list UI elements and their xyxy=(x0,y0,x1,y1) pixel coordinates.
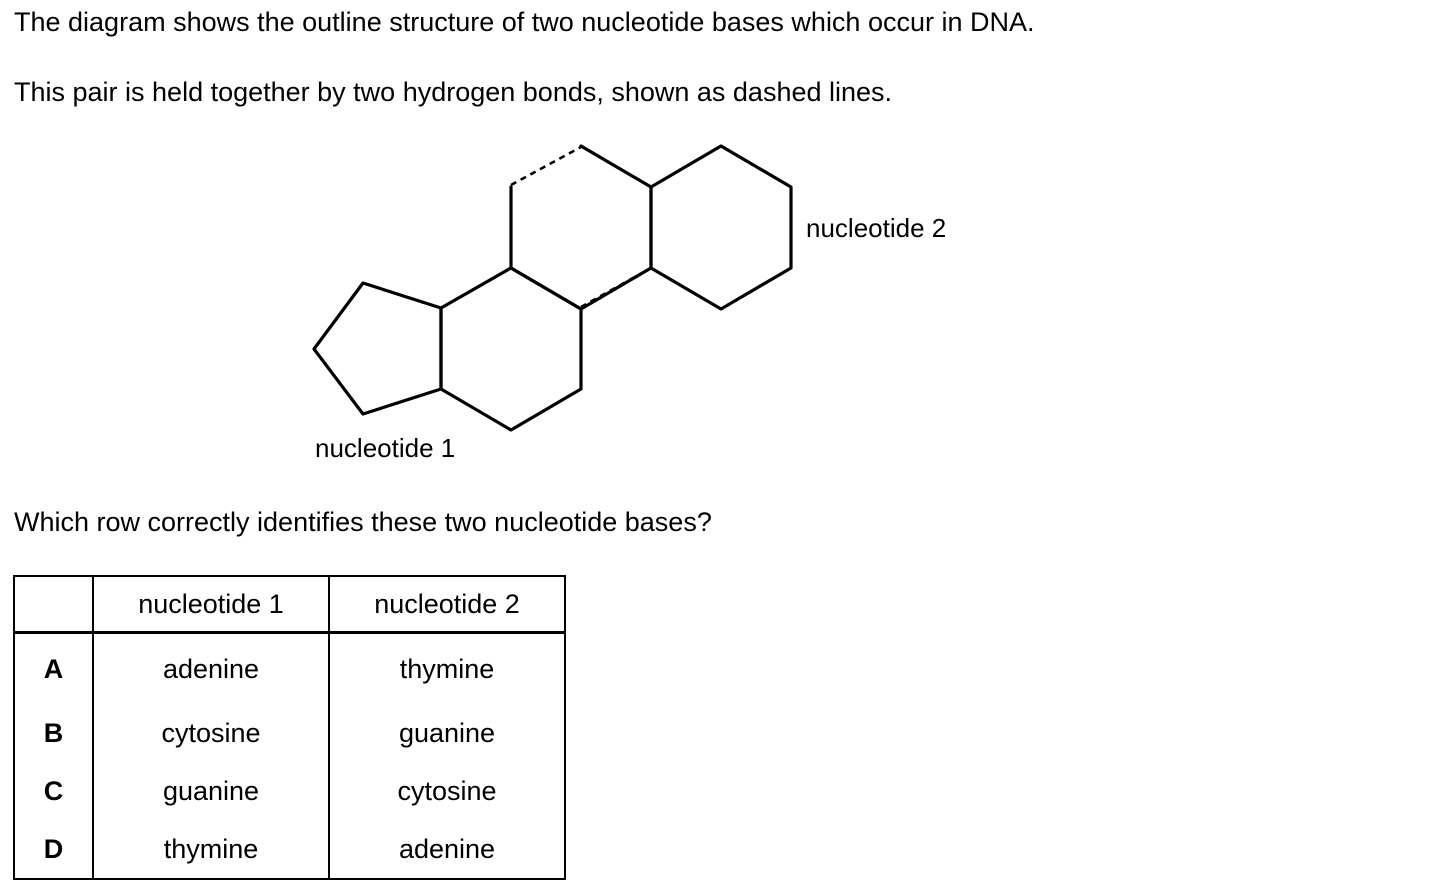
label-nucleotide-2: nucleotide 2 xyxy=(806,213,946,243)
nucleotide-2-hexagon-ring-left xyxy=(509,144,653,311)
row-nucleotide-2: adenine xyxy=(398,833,496,864)
row-letter: A xyxy=(14,632,94,704)
nucleotide-2-hexagon-ring-right xyxy=(649,144,793,311)
intro-line-2: This pair is held together by two hydrog… xyxy=(14,77,893,107)
row-letter: C xyxy=(14,762,94,820)
row-nucleotide-1: cytosine xyxy=(93,704,330,762)
row-nucleotide-2: thymine xyxy=(399,653,495,684)
table-row: C guanine cytosine xyxy=(14,762,565,820)
header-nucleotide-2: nucleotide 2 xyxy=(329,576,565,634)
hydrogen-bond-bottom xyxy=(580,266,652,309)
header-nucleotide-1: nucleotide 1 xyxy=(93,576,330,634)
row-nucleotide-2: guanine xyxy=(398,717,496,748)
nucleotide-1-pentagon-ring xyxy=(312,281,443,416)
label-nucleotide-1: nucleotide 1 xyxy=(315,433,455,463)
table-row: B cytosine guanine xyxy=(14,704,565,762)
row-nucleotide-1: adenine xyxy=(93,632,330,704)
row-nucleotide-1: guanine xyxy=(93,762,330,820)
row-letter: D xyxy=(14,820,94,879)
row-nucleotide-2: cytosine xyxy=(397,775,497,806)
table-row: A adenine thymine xyxy=(14,632,565,704)
nucleotide-1-hexagon-ring xyxy=(439,266,583,432)
table-row: D thymine adenine xyxy=(14,820,565,879)
table-header-row: nucleotide 1 nucleotide 2 xyxy=(14,576,565,634)
question-text: Which row correctly identifies these two… xyxy=(14,507,712,537)
row-letter: B xyxy=(14,704,94,762)
intro-line-1: The diagram shows the outline structure … xyxy=(14,7,1035,37)
hydrogen-bond-top xyxy=(510,145,582,187)
header-letter xyxy=(14,576,94,634)
row-nucleotide-1: thymine xyxy=(93,820,330,879)
answer-table: nucleotide 1 nucleotide 2 A adenine thym… xyxy=(13,575,566,880)
